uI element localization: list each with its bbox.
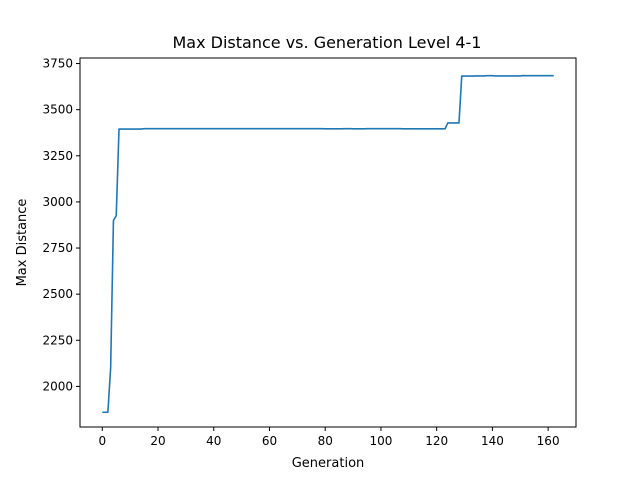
y-tick-label: 3250 [42,149,73,163]
x-tick-label: 20 [150,434,165,448]
x-tick-label: 140 [481,434,504,448]
chart-title: Max Distance vs. Generation Level 4-1 [173,33,482,52]
y-axis-label: Max Distance [15,199,30,287]
y-tick-label: 2500 [42,287,73,301]
x-tick-label: 120 [425,434,448,448]
x-tick-label: 60 [262,434,277,448]
series-line [102,74,554,414]
x-axis: 0 20 40 60 80 100 120 140 160 [98,427,560,448]
x-tick-label: 40 [206,434,221,448]
x-tick-label: 0 [98,434,106,448]
y-tick-label: 2250 [42,333,73,347]
x-tick-label: 100 [369,434,392,448]
plot-frame [79,57,577,428]
x-tick-label: 80 [318,434,333,448]
y-tick-label: 2000 [42,379,73,393]
y-tick-label: 3750 [42,57,73,71]
x-tick-label: 160 [537,434,560,448]
y-axis: 2000 2250 2500 2750 3000 3250 3500 3750 [42,57,80,393]
y-tick-label: 3000 [42,195,73,209]
y-tick-label: 2750 [42,241,73,255]
plot-line-layer [102,74,554,414]
x-axis-label: Generation [292,456,365,471]
y-tick-label: 3500 [42,103,73,117]
